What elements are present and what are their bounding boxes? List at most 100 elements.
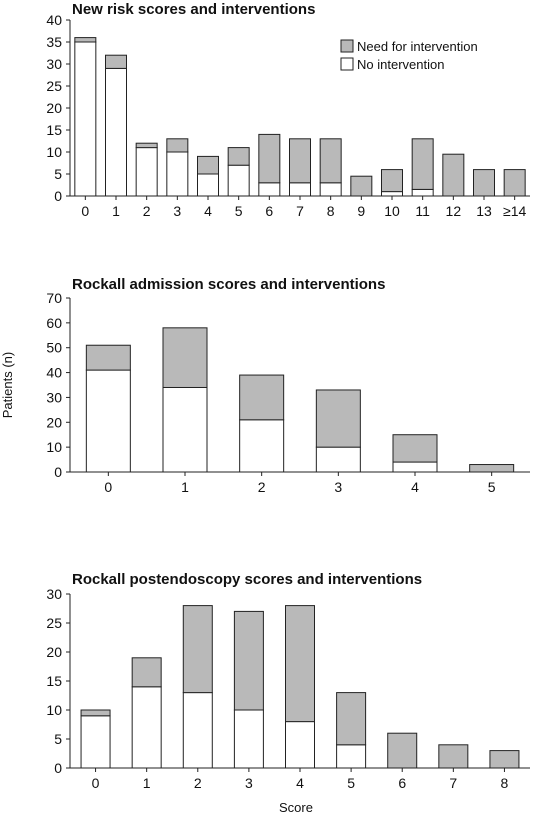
y-tick-label: 20 [46,414,62,430]
bars-group [74,37,526,197]
x-tick-label: 3 [245,775,253,791]
bar-need-intervention [166,138,189,153]
chart-title: New risk scores and interventions [72,1,315,18]
bar-no-intervention [381,191,403,197]
y-tick-label: 0 [54,188,62,204]
bar-no-intervention [85,369,131,473]
bar-need-intervention [315,389,361,448]
x-tick-label: 4 [411,479,419,495]
bar-no-intervention [162,386,208,473]
chart-title: Rockall postendoscopy scores and interve… [72,571,422,588]
bar-need-intervention [350,175,373,197]
legend-swatch-none [340,57,354,71]
x-tick-label: 5 [235,203,243,219]
bar-need-intervention [489,750,520,769]
y-tick-label: 40 [46,365,62,381]
y-tick-label: 25 [46,615,62,631]
axes-group: 0 10 20 30 40 50 60 70 0 1 2 3 4 5 [46,290,530,495]
x-tick-label: 2 [194,775,202,791]
bar-need-intervention [392,434,438,463]
bar-no-intervention [227,164,250,197]
chart-title: Rockall admission scores and interventio… [72,276,385,293]
bar-need-intervention [162,327,208,388]
y-tick-label: 10 [46,144,62,160]
bar-no-intervention [258,182,281,197]
bar-need-intervention [182,605,213,694]
x-tick-label: 3 [334,479,342,495]
bar-no-intervention [80,715,111,769]
y-tick-label: 15 [46,673,62,689]
x-tick-label: 7 [296,203,304,219]
x-axis-label: Score [279,800,313,815]
chart-panel-rockall-postendoscopy: Rockall postendoscopy scores and interve… [46,571,530,791]
x-tick-label: 3 [173,203,181,219]
legend-swatch-need [340,39,354,53]
bar-need-intervention [438,744,469,769]
x-tick-label: 0 [92,775,100,791]
y-tick-label: 5 [54,731,62,747]
bars-group [80,605,520,769]
x-tick-label: 8 [327,203,335,219]
bar-no-intervention [197,173,219,197]
x-tick-label: 4 [204,203,212,219]
x-tick-label: 1 [112,203,120,219]
bar-need-intervention [319,138,342,184]
x-tick-label: ≥14 [503,203,526,219]
x-tick-label: 1 [143,775,151,791]
x-tick-label: 5 [488,479,496,495]
legend-label-need: Need for intervention [357,39,478,54]
x-tick-label: 2 [143,203,151,219]
bar-need-intervention [85,344,131,371]
bar-need-intervention [105,54,127,69]
x-tick-label: 0 [104,479,112,495]
chart-panel-new-risk: New risk scores and interventions 051015… [46,1,530,219]
x-tick-label: 1 [181,479,189,495]
bar-no-intervention [131,686,162,769]
bar-need-intervention [469,464,515,473]
y-tick-label: 30 [46,56,62,72]
axes-group: 0 5 10 15 20 25 30 0 1 2 3 4 5 6 7 8 [46,586,530,791]
bar-no-intervention [239,419,285,473]
bar-no-intervention [319,182,342,197]
bar-no-intervention [411,188,434,197]
bar-need-intervention [258,133,281,184]
bar-need-intervention [197,155,219,175]
bar-no-intervention [285,721,315,769]
y-tick-label: 0 [54,760,62,776]
y-tick-label: 10 [46,439,62,455]
y-tick-label: 5 [54,166,62,182]
bar-need-intervention [131,657,162,688]
y-tick-label: 30 [46,586,62,602]
bar-need-intervention [503,169,526,197]
x-tick-label: 4 [296,775,304,791]
y-tick-label: 35 [46,34,62,50]
bar-no-intervention [105,67,127,197]
bars-group [85,327,515,473]
bar-no-intervention [135,147,158,197]
x-tick-label: 13 [476,203,492,219]
bar-need-intervention [411,138,434,190]
x-tick-label: 9 [357,203,365,219]
x-tick-label: 6 [398,775,406,791]
y-tick-label: 30 [46,389,62,405]
bar-need-intervention [135,142,158,149]
x-tick-label: 2 [258,479,266,495]
x-tick-label: 8 [501,775,509,791]
x-tick-label: 7 [449,775,457,791]
bar-need-intervention [233,610,264,711]
bar-need-intervention [227,147,250,166]
chart-panel-rockall-admission: Rockall admission scores and interventio… [46,276,530,495]
legend-label-none: No intervention [357,57,444,72]
x-tick-label: 0 [81,203,89,219]
y-tick-label: 50 [46,340,62,356]
y-tick-label: 40 [46,12,62,28]
bar-no-intervention [336,744,367,769]
bar-need-intervention [285,605,315,723]
y-tick-label: 10 [46,702,62,718]
y-axis-label: Patients (n) [0,352,15,418]
x-tick-label: 5 [347,775,355,791]
bar-no-intervention [392,461,438,473]
bar-no-intervention [233,709,264,769]
bar-need-intervention [473,169,495,197]
